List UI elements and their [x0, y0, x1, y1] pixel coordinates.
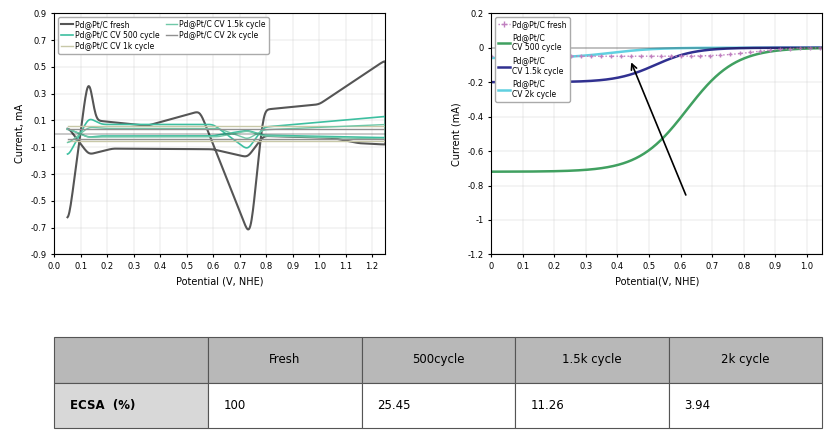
Pd@Pt/C fresh [244, 227, 254, 232]
Legend: Pd@Pt/C fresh, Pd@Pt/C CV 500 cycle, Pd@Pt/C CV 1k cycle, Pd@Pt/C CV 1.5k cycle,: Pd@Pt/C fresh, Pd@Pt/C CV 500 cycle, Pd@… [58, 17, 269, 54]
Pd@Pt/C fresh [343, 82, 353, 87]
Line: Pd@Pt/C CV 1.5k cycle: Pd@Pt/C CV 1.5k cycle [68, 124, 386, 142]
Pd@Pt/C CV 2k cycle [343, 127, 353, 132]
Pd@Pt/C CV 1k cycle [381, 138, 391, 144]
Pd@Pt/C CV 500 cycle [343, 117, 353, 122]
Line: Pd@Pt/C CV 500 cycle: Pd@Pt/C CV 500 cycle [68, 116, 386, 154]
Pd@Pt/C fresh [321, 97, 331, 103]
Pd@Pt/C CV 2k cycle [63, 136, 73, 141]
Pd@Pt/C CV 1k cycle [343, 124, 353, 129]
Y-axis label: Current, mA: Current, mA [15, 104, 25, 163]
Pd@Pt/C CV 1.5k cycle [343, 123, 353, 129]
X-axis label: Potential(V, NHE): Potential(V, NHE) [615, 277, 699, 287]
Line: Pd@Pt/C fresh: Pd@Pt/C fresh [68, 61, 386, 229]
Pd@Pt/C CV 500 cycle [128, 122, 138, 127]
Pd@Pt/C CV 1.5k cycle [261, 133, 271, 138]
Pd@Pt/C CV 500 cycle [63, 127, 73, 132]
Pd@Pt/C CV 500 cycle [202, 133, 212, 138]
Pd@Pt/C CV 2k cycle [128, 127, 138, 132]
Pd@Pt/C CV 2k cycle [261, 136, 271, 141]
Pd@Pt/C fresh [190, 146, 200, 152]
Pd@Pt/C CV 1k cycle [63, 138, 73, 144]
X-axis label: Potential (V, NHE): Potential (V, NHE) [176, 277, 264, 287]
Pd@Pt/C CV 1.5k cycle [381, 122, 391, 127]
Pd@Pt/C CV 1.5k cycle [190, 134, 200, 139]
Line: Pd@Pt/C CV 1k cycle: Pd@Pt/C CV 1k cycle [68, 127, 386, 141]
Pd@Pt/C CV 2k cycle [202, 136, 212, 141]
Pd@Pt/C CV 2k cycle [190, 136, 200, 141]
Pd@Pt/C CV 500 cycle [63, 151, 73, 157]
Pd@Pt/C fresh [63, 126, 73, 131]
Pd@Pt/C CV 2k cycle [320, 127, 330, 132]
Pd@Pt/C fresh [63, 215, 73, 220]
Pd@Pt/C CV 500 cycle [190, 133, 200, 138]
Pd@Pt/C fresh [201, 146, 211, 152]
Pd@Pt/C CV 500 cycle [381, 114, 391, 119]
Pd@Pt/C fresh [381, 59, 391, 64]
Pd@Pt/C CV 500 cycle [320, 119, 330, 124]
Pd@Pt/C fresh [128, 122, 138, 127]
Y-axis label: Current (mA): Current (mA) [452, 102, 462, 166]
Pd@Pt/C CV 2k cycle [381, 136, 391, 141]
Pd@Pt/C CV 1k cycle [128, 124, 138, 129]
Pd@Pt/C CV 1.5k cycle [202, 134, 212, 139]
Pd@Pt/C CV 1.5k cycle [128, 126, 138, 131]
Pd@Pt/C CV 1k cycle [320, 124, 330, 129]
Pd@Pt/C CV 500 cycle [261, 133, 271, 138]
Pd@Pt/C CV 1k cycle [202, 138, 212, 144]
Pd@Pt/C CV 1.5k cycle [320, 124, 330, 130]
Pd@Pt/C fresh [261, 134, 271, 139]
Pd@Pt/C CV 1.5k cycle [63, 140, 73, 145]
Pd@Pt/C CV 1.5k cycle [63, 127, 73, 132]
Pd@Pt/C CV 1k cycle [261, 138, 271, 144]
Line: Pd@Pt/C CV 2k cycle: Pd@Pt/C CV 2k cycle [68, 129, 386, 138]
Pd@Pt/C CV 1k cycle [190, 138, 200, 144]
Pd@Pt/C CV 2k cycle [63, 127, 73, 132]
Pd@Pt/C CV 1k cycle [63, 124, 73, 129]
Legend: Pd@Pt/C fresh, Pd@Pt/C
CV 500 cycle, Pd@Pt/C
CV 1.5k cycle, Pd@Pt/C
CV 2k cycle: Pd@Pt/C fresh, Pd@Pt/C CV 500 cycle, Pd@… [495, 17, 569, 102]
